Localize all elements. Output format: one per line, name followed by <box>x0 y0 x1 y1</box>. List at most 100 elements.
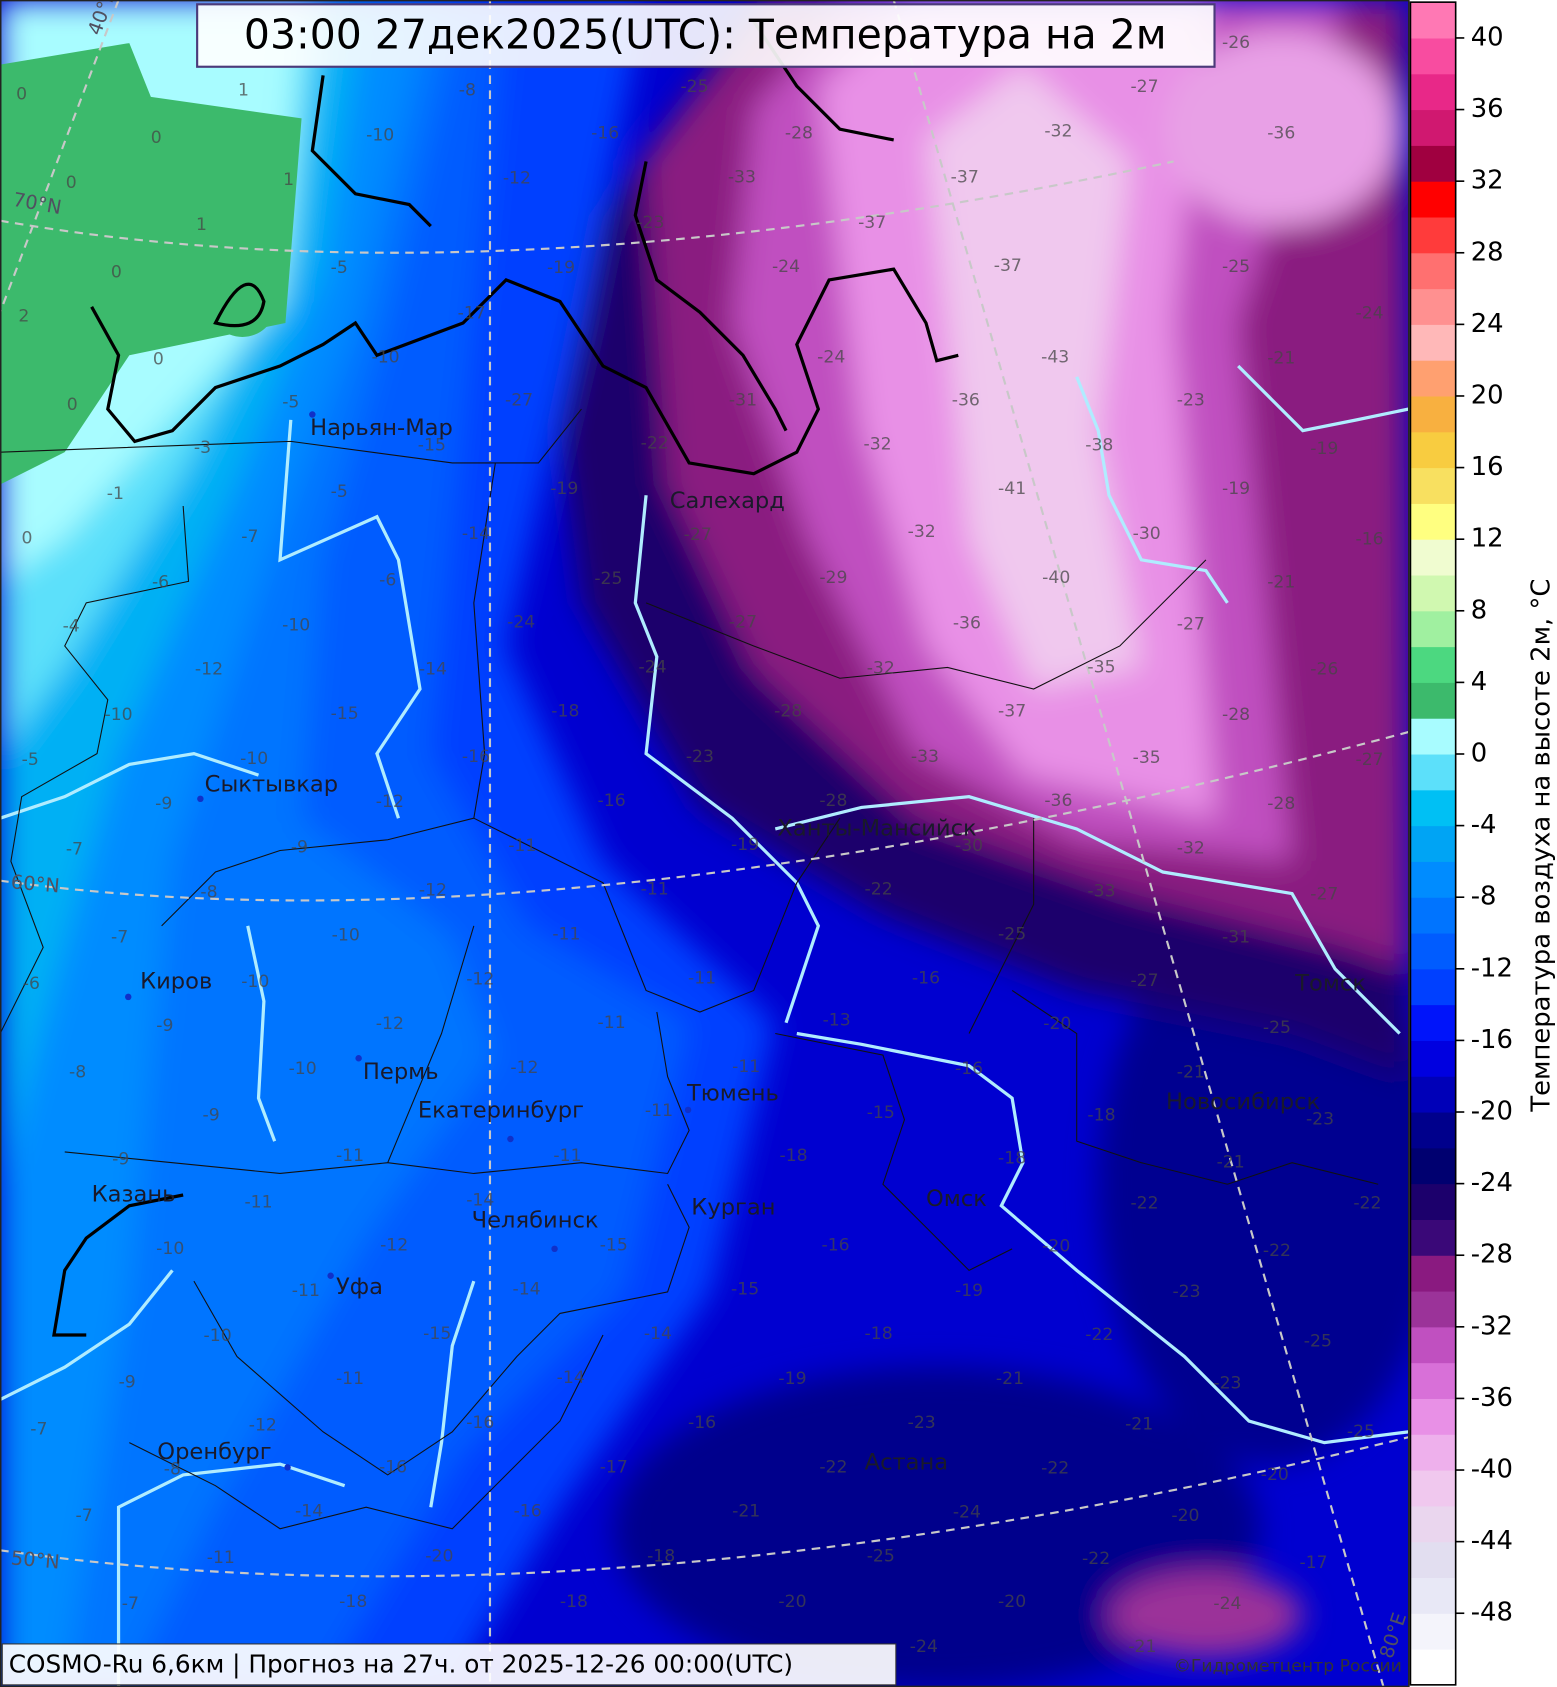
colorbar-bin <box>1410 324 1456 361</box>
temperature-label: 0 <box>67 395 78 415</box>
colorbar-bin <box>1410 1076 1456 1113</box>
temperature-label: -33 <box>911 747 939 767</box>
temperature-label: -16 <box>462 747 490 767</box>
colorbar-bin <box>1410 933 1456 970</box>
city-label: Нарьян-Мар <box>310 415 453 441</box>
city-label: Оренбург <box>157 1439 271 1465</box>
temperature-label: 1 <box>238 80 249 100</box>
colorbar-tick-label: -48 <box>1471 1598 1513 1628</box>
colorbar-tick-label: 4 <box>1471 667 1487 697</box>
border <box>161 462 496 927</box>
temperature-label: -5 <box>331 482 348 502</box>
temperature-label: -24 <box>953 1503 981 1523</box>
temperature-label: -7 <box>76 1506 93 1526</box>
temperature-label: -37 <box>994 256 1022 276</box>
temperature-label: -8 <box>164 1460 181 1480</box>
temperature-label: -31 <box>1222 928 1250 948</box>
temperature-label: -9 <box>119 1372 136 1392</box>
temperature-label: -1 <box>107 484 124 504</box>
temperature-label: -37 <box>858 213 886 233</box>
colorbar-bin <box>1410 1470 1456 1507</box>
temperature-label: -19 <box>550 479 578 499</box>
temperature-label: -23 <box>686 747 714 767</box>
temperature-label: -24 <box>1213 1594 1241 1614</box>
temperature-label: -15 <box>867 1103 895 1123</box>
temperature-label: -24 <box>507 612 535 632</box>
temperature-label: -5 <box>331 258 348 278</box>
temperature-label: -7 <box>241 527 258 547</box>
temperature-label: -18 <box>998 1148 1026 1168</box>
temperature-label: -21 <box>1177 1062 1205 1082</box>
city-label: Уфа <box>336 1274 383 1300</box>
temperature-label: -37 <box>998 702 1026 722</box>
city-dot <box>327 1272 334 1279</box>
city-label: Курган <box>691 1194 775 1220</box>
temperature-label: -32 <box>867 659 895 679</box>
coastline <box>633 161 788 432</box>
river <box>0 751 260 820</box>
temperature-label: 0 <box>66 173 77 193</box>
colorbar-bin <box>1410 1362 1456 1399</box>
colorbar-bin <box>1410 753 1456 791</box>
colorbar-tick-label: 20 <box>1471 380 1504 410</box>
temperature-label: -18 <box>339 1592 367 1612</box>
colorbar: 4036322824201612840-4-8-12-16-20-24-28-3… <box>1409 1 1513 1686</box>
colorbar-tick-label: -8 <box>1471 882 1497 912</box>
temperature-label: -19 <box>778 1369 806 1389</box>
latitude-line <box>0 160 1174 254</box>
colorbar-bin <box>1410 73 1456 111</box>
city-label: Казань <box>92 1182 176 1208</box>
city-dot <box>507 1135 514 1143</box>
temperature-label: -18 <box>1087 1105 1115 1125</box>
colorbar-bin <box>1410 718 1456 755</box>
temperature-label: -10 <box>240 749 268 769</box>
land-warm <box>0 43 302 485</box>
temperature-label: -27 <box>1130 77 1158 97</box>
colorbar-bin <box>1410 1112 1456 1149</box>
temperature-label: -21 <box>1267 349 1295 369</box>
colorbar-bin <box>1410 360 1456 397</box>
river <box>0 1269 174 1401</box>
temperature-label: -36 <box>953 613 981 633</box>
temperature-label: -41 <box>998 479 1026 499</box>
temperature-label: -16 <box>1355 529 1383 549</box>
colorbar-bin <box>1410 1434 1456 1471</box>
temperature-label: -14 <box>462 524 490 544</box>
temperature-label: -10 <box>332 926 360 946</box>
colorbar-bin <box>1410 503 1456 540</box>
latitude-line <box>0 1436 1409 1578</box>
colorbar-bin <box>1410 1004 1456 1041</box>
temperature-label: -11 <box>598 1013 626 1033</box>
temperature-label: -7 <box>111 928 128 948</box>
temperature-label: -9 <box>156 1016 173 1036</box>
temperature-label: -20 <box>1261 1465 1289 1485</box>
river <box>1075 376 1229 604</box>
colorbar-tick-label: 36 <box>1471 94 1504 124</box>
colorbar-bin <box>1410 1541 1456 1578</box>
border <box>968 818 1035 1034</box>
city-dot <box>355 1055 362 1062</box>
temperature-label: -32 <box>1177 838 1205 858</box>
colorbar-bin <box>1410 37 1456 75</box>
temperature-label: -23 <box>1177 390 1205 410</box>
field-mountains <box>1109 1571 1303 1658</box>
temperature-label: -25 <box>1347 1422 1375 1442</box>
river <box>278 419 422 819</box>
colorbar-tick-label: 0 <box>1471 738 1487 768</box>
temperature-label: -6 <box>152 572 169 592</box>
temperature-label: -35 <box>1133 748 1161 768</box>
temperature-label: -27 <box>729 612 757 632</box>
colorbar-bin <box>1410 109 1456 146</box>
temperature-label: -21 <box>1267 572 1295 592</box>
temperature-label: -21 <box>996 1369 1024 1389</box>
temperature-label: -6 <box>23 974 40 994</box>
river <box>796 1031 1409 1445</box>
footer: COSMO-Ru 6,6км | Прогноз на 27ч. от 2025… <box>9 1649 793 1678</box>
temperature-label: -25 <box>1222 257 1250 277</box>
temperature-label: -32 <box>863 435 891 455</box>
temperature-label: -23 <box>908 1413 936 1433</box>
city-label: Киров <box>140 968 212 994</box>
river <box>633 495 821 1024</box>
